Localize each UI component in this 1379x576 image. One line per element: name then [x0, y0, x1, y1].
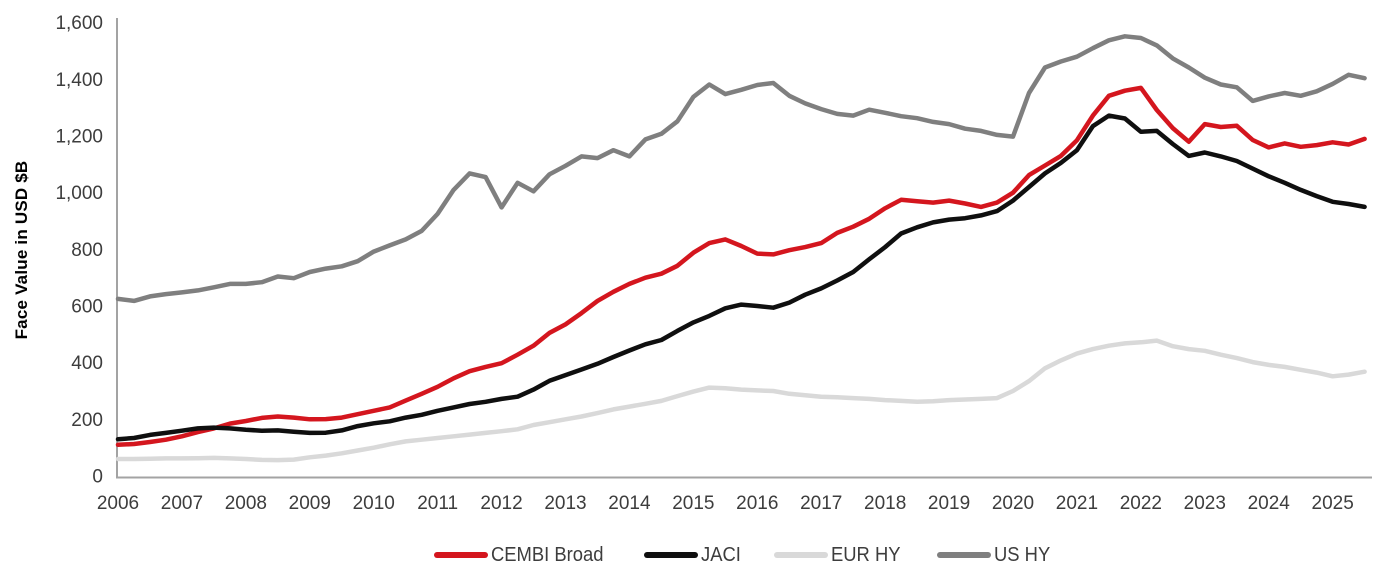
x-tick-label: 2009: [289, 493, 331, 514]
legend-swatch-icon: [773, 552, 828, 558]
legend-item-jaci: JACI: [643, 543, 744, 567]
legend-label: JACI: [700, 543, 741, 566]
x-tick-label: 2016: [736, 493, 778, 514]
x-tick-label: 2010: [353, 493, 395, 514]
x-tick-label: 2017: [800, 493, 842, 514]
legend-label: EUR HY: [830, 543, 901, 566]
x-tick-label: 2007: [161, 493, 203, 514]
series-line-eur-hy: [115, 338, 1367, 463]
x-tick-label: 2021: [1056, 493, 1098, 514]
x-tick-label: 2014: [608, 493, 651, 514]
y-tick-label: 800: [71, 240, 103, 261]
legend-item-us-hy: US HY: [936, 543, 1055, 567]
legend-label: CEMBI Broad: [491, 543, 604, 566]
legend-swatch-icon: [936, 552, 991, 558]
x-tick-label: 2020: [992, 493, 1034, 514]
x-tick-label: 2025: [1312, 493, 1354, 514]
x-tick-label: 2013: [544, 493, 586, 514]
y-tick-label: 400: [71, 353, 103, 374]
y-tick-label: 1,600: [55, 13, 103, 34]
y-tick-label: 1,200: [55, 127, 103, 148]
series-line-cembi-broad: [115, 85, 1367, 448]
x-tick-label: 2008: [225, 493, 267, 514]
x-tick-label: 2011: [417, 493, 458, 514]
series-line-us-hy: [115, 34, 1367, 304]
y-axis-title: Face Value in USD $B: [12, 160, 31, 340]
y-tick-label: 1,000: [55, 183, 103, 204]
legend-swatch-icon: [643, 552, 698, 558]
x-tick-label: 2024: [1248, 493, 1291, 514]
chart-legend: CEMBI Broad JACI EUR HY US HY: [118, 541, 1371, 569]
legend-label: US HY: [993, 543, 1050, 566]
legend-item-cembi-broad: CEMBI Broad: [434, 544, 613, 567]
series-line-jaci: [115, 113, 1367, 442]
x-tick-label: 2012: [480, 493, 522, 514]
x-tick-label: 2015: [672, 493, 714, 514]
x-tick-label: 2023: [1184, 493, 1226, 514]
legend-item-eur-hy: EUR HY: [773, 543, 907, 567]
x-tick-label: 2006: [97, 493, 139, 514]
x-tick-label: 2019: [928, 493, 970, 514]
y-tick-label: 1,400: [55, 70, 103, 91]
x-tick-label: 2022: [1120, 493, 1162, 514]
y-tick-label: 600: [71, 297, 103, 318]
y-tick-label: 200: [71, 410, 103, 431]
y-tick-label: 0: [92, 467, 103, 488]
x-tick-label: 2018: [864, 493, 906, 514]
legend-swatch-icon: [434, 552, 489, 558]
